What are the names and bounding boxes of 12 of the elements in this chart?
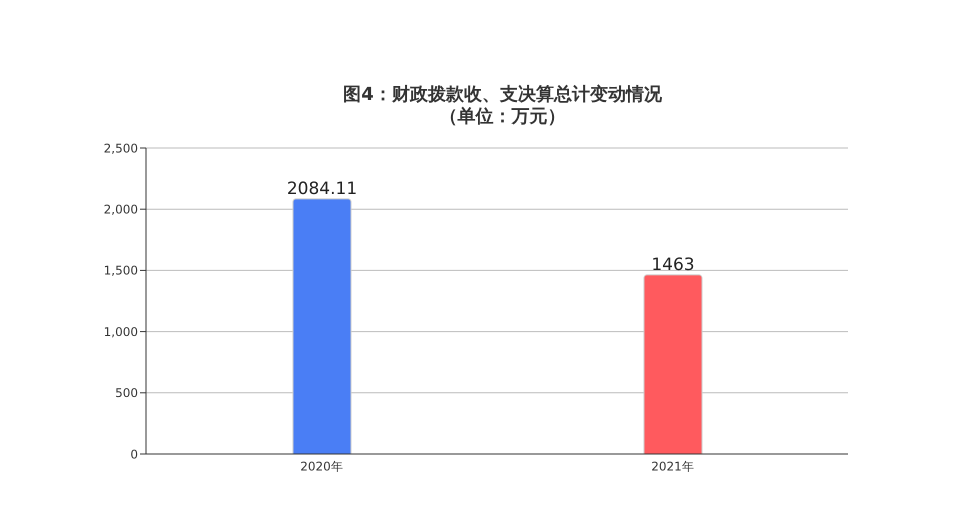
y-tick-label: 1,000 <box>104 324 138 339</box>
y-tick-label: 2,000 <box>104 202 138 216</box>
y-tick-label: 1,500 <box>104 264 138 278</box>
chart-subtitle: （单位：万元） <box>438 106 566 128</box>
y-tick-label: 0 <box>130 447 138 462</box>
x-tick-label: 2020年 <box>300 460 343 474</box>
y-tick-label: 2,500 <box>104 141 138 156</box>
chart-title: 图4：财政拨款收、支决算总计变动情况 <box>342 84 663 106</box>
data-label: 1463 <box>651 254 695 275</box>
data-label: 2084.11 <box>286 178 358 199</box>
x-tick-label: 2021年 <box>651 460 694 474</box>
y-tick-label: 500 <box>115 386 138 400</box>
